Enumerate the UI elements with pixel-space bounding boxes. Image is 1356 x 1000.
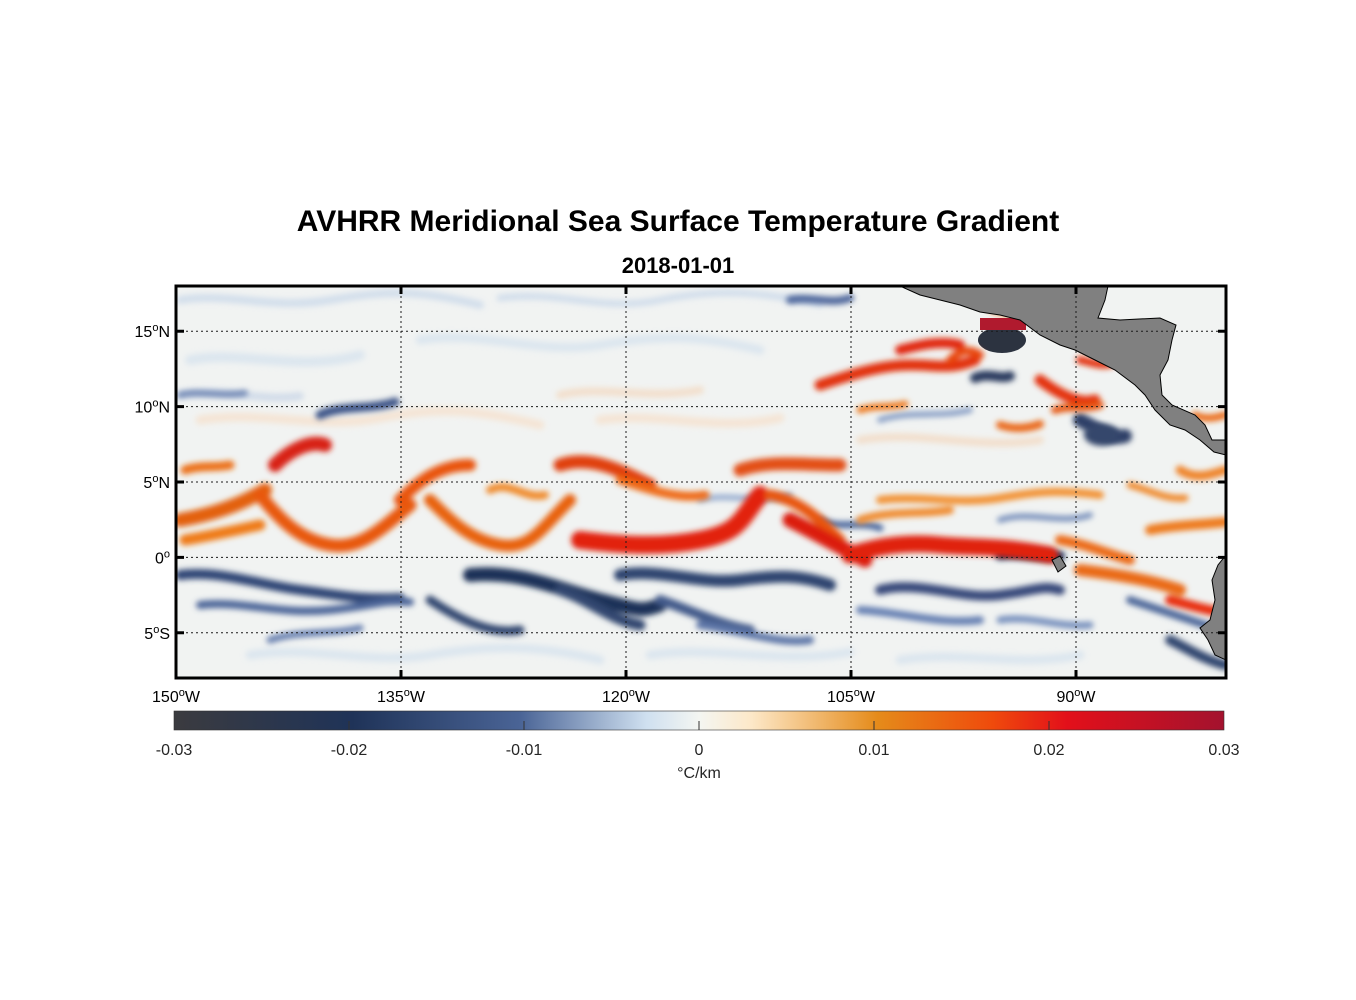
- lon-tick-label: 150oW: [152, 687, 201, 706]
- map-subtitle: 2018-01-01: [621, 253, 735, 278]
- lat-tick-label: 5oS: [144, 624, 170, 643]
- lat-tick-label: 0o: [155, 548, 170, 567]
- colorbar-ticks: -0.03 -0.02 -0.01 0 0.01 0.02 0.03: [156, 721, 1240, 759]
- colorbar-tick-label: 0: [695, 742, 704, 759]
- colorbar: -0.03 -0.02 -0.01 0 0.01 0.02 0.03 °C/km: [156, 710, 1240, 782]
- colorbar-tick-label: 0.03: [1208, 742, 1239, 759]
- colorbar-tick-label: -0.01: [506, 742, 543, 759]
- colorbar-tick-label: -0.03: [156, 742, 193, 759]
- lon-tick-label: 135oW: [377, 687, 426, 706]
- negative-gradient-south: [176, 549, 1226, 670]
- background-texture: [176, 289, 1085, 665]
- colorbar-tick-label: 0.02: [1033, 742, 1064, 759]
- map-title: AVHRR Meridional Sea Surface Temperature…: [296, 205, 1060, 238]
- lat-tick-label: 15oN: [135, 322, 170, 341]
- axis-ticks: 150oW 135oW 120oW 105oW 90oW 15oN 10oN 5oN 0o 5oS: [135, 286, 1226, 706]
- positive-gradient-bands: [176, 307, 1226, 617]
- lat-tick-label: 5oN: [143, 473, 170, 492]
- colorbar-unit-label: °C/km: [677, 765, 721, 782]
- lon-tick-label: 120oW: [602, 687, 651, 706]
- red-patch: [980, 318, 1026, 330]
- lat-tick-label: 10oN: [135, 398, 170, 417]
- colorbar-tick-label: -0.02: [331, 742, 368, 759]
- lon-tick-label: 90oW: [1056, 687, 1096, 706]
- colorbar-tick-label: 0.01: [858, 742, 889, 759]
- lon-tick-label: 105oW: [827, 687, 876, 706]
- dark-eddy: [978, 327, 1026, 353]
- map-gridlines: [176, 286, 1226, 678]
- dark-eddy: [1084, 424, 1120, 446]
